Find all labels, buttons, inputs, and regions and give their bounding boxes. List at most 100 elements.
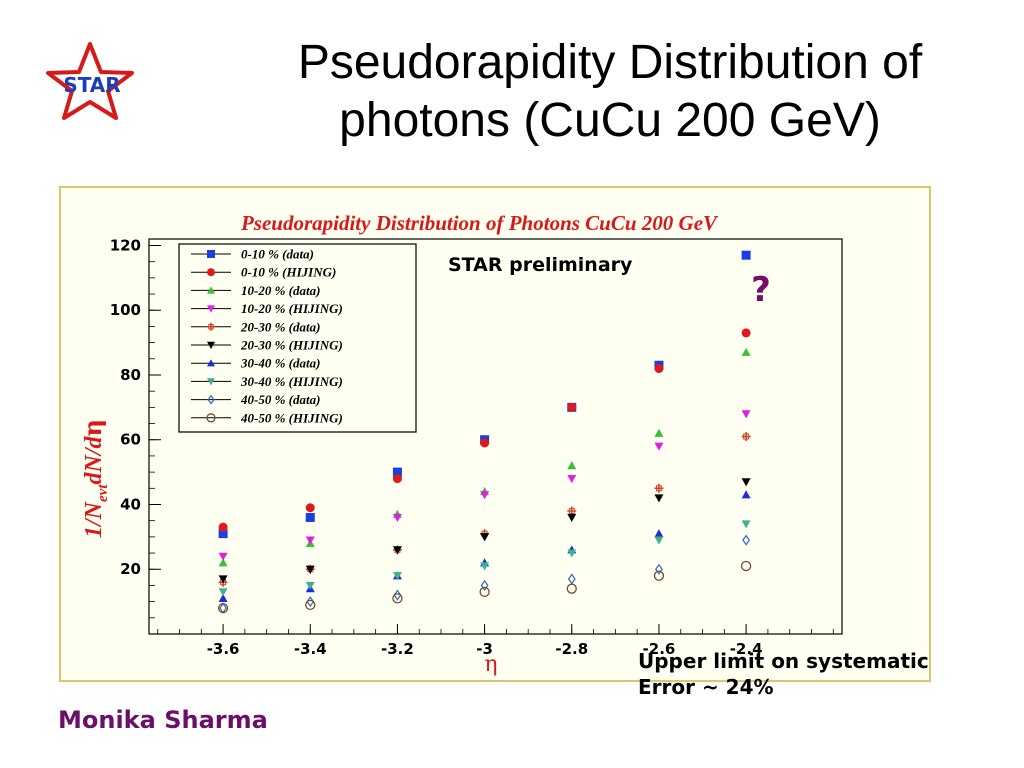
data-point-box [743, 433, 750, 440]
y-tick-label: 40 [120, 495, 141, 513]
data-point [306, 595, 315, 608]
x-tick-label: -3.2 [381, 640, 414, 658]
star-preliminary-label: STAR preliminary [448, 254, 633, 276]
series-6 [218, 490, 751, 602]
data-point [392, 546, 402, 555]
data-point [567, 513, 577, 522]
data-point [217, 602, 229, 614]
slide-title-line-1: Pseudorapidity Distribution of [297, 36, 923, 89]
data-point [480, 533, 490, 542]
data-point [392, 467, 402, 477]
data-point [566, 583, 577, 594]
plot-area [148, 238, 843, 635]
data-point [480, 562, 490, 571]
data-point [218, 558, 228, 567]
legend-label: 40-50 % (data) [240, 392, 320, 407]
data-point [654, 563, 663, 575]
x-axis-label: η [484, 652, 497, 677]
data-point [741, 478, 751, 487]
y-tick-label: 20 [120, 560, 141, 578]
legend-label: 30-40 % (HIJING) [240, 374, 343, 389]
x-tick-label: -2.8 [555, 640, 588, 658]
data-point [741, 250, 751, 260]
data-point [305, 581, 315, 590]
legend-marker [207, 378, 215, 386]
star-logo: STAR [46, 42, 134, 120]
x-tick-label: -3.6 [207, 640, 240, 658]
data-point [654, 536, 664, 545]
data-point [480, 438, 490, 448]
data-point-box [568, 507, 575, 514]
legend-label: 30-40 % (data) [240, 356, 320, 371]
data-point [392, 513, 402, 522]
legend-marker [207, 286, 215, 294]
data-point [741, 347, 751, 356]
data-point [218, 552, 228, 561]
series-9 [217, 560, 752, 614]
series-3 [218, 410, 751, 561]
legend-label: 20-30 % (HIJING) [240, 338, 343, 353]
legend-marker [207, 359, 215, 367]
y-tick-label: 100 [110, 301, 141, 319]
x-tick-label: -3.4 [294, 640, 327, 658]
chart-frame: Pseudorapidity Distribution of Photons C… [59, 186, 931, 682]
photon-pseudorapidity-chart: Pseudorapidity Distribution of Photons C… [78, 211, 843, 677]
series-8 [219, 534, 751, 614]
data-point [305, 512, 315, 522]
data-point [392, 474, 402, 484]
systematic-error-note-line-2: Error ~ 24% [638, 675, 774, 699]
data-point [567, 461, 577, 470]
data-point [305, 565, 315, 574]
legend-marker [207, 341, 215, 349]
data-point [654, 494, 664, 503]
y-tick-label: 60 [120, 431, 141, 449]
data-point [218, 575, 228, 584]
y-axis-label: 1/NevtdN/dη [78, 419, 111, 538]
data-point [741, 520, 751, 529]
legend-marker [207, 305, 215, 313]
legend-marker [206, 413, 216, 423]
data-point [654, 442, 664, 451]
data-point [305, 599, 316, 611]
data-point [742, 534, 751, 546]
data-point [567, 573, 576, 585]
data-point [654, 364, 664, 374]
x-tick-label: -2.6 [643, 640, 676, 658]
y-tick-label: 80 [120, 366, 141, 384]
legend-label: 20-30 % (data) [240, 319, 320, 334]
data-point [741, 410, 751, 419]
data-point [741, 490, 751, 499]
legend-marker [207, 268, 215, 277]
data-point [567, 474, 577, 484]
author-name: Monika Sharma [58, 706, 268, 734]
legend-marker [207, 394, 215, 405]
slide-title: Pseudorapidity Distribution of photons (… [200, 34, 1020, 150]
star-outline-icon [46, 42, 134, 120]
data-point [218, 522, 228, 532]
data-point [567, 402, 577, 412]
legend-marker [207, 250, 215, 258]
data-point [218, 593, 228, 602]
data-point [218, 588, 228, 597]
data-point-box [655, 485, 662, 492]
data-point [480, 579, 489, 592]
data-point [392, 593, 403, 604]
data-point [741, 432, 751, 441]
data-point [653, 570, 665, 581]
legend-label: 0-10 % (HIJING) [241, 265, 336, 280]
chart-title: Pseudorapidity Distribution of Photons C… [240, 211, 719, 235]
data-point [567, 549, 577, 558]
data-point [654, 483, 664, 493]
data-point [741, 328, 751, 338]
question-mark-label: ? [751, 270, 771, 310]
logo-text: STAR [63, 73, 120, 97]
x-tick-label: -3 [476, 640, 493, 658]
data-point [219, 602, 228, 614]
systematic-error-note-line-1: Upper limit on systematic [638, 649, 929, 673]
legend-box [178, 243, 417, 433]
data-point [479, 586, 490, 598]
data-point [393, 589, 402, 601]
slide-title-line-2: photons (CuCu 200 GeV) [339, 94, 881, 147]
data-point [218, 529, 228, 539]
legend-marker-box [208, 324, 214, 330]
